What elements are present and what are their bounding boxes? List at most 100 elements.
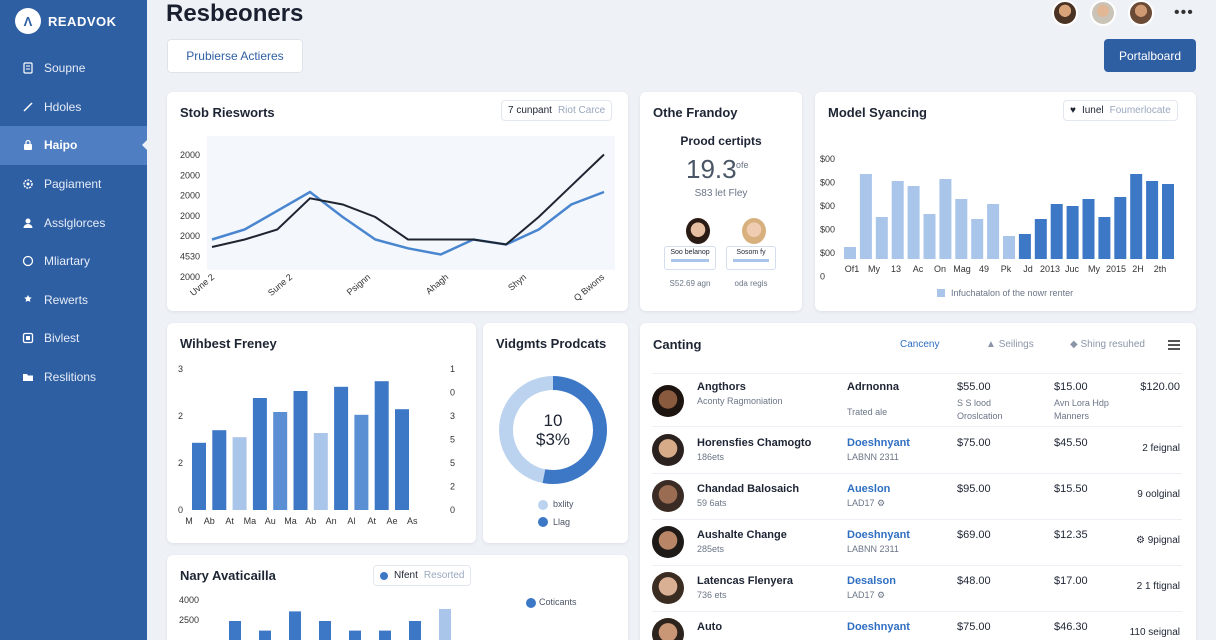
model-filter-pill[interactable]: ♥ Iunel Foumerlocate (1063, 100, 1178, 121)
table-row[interactable]: Angthors Aconty Ragmoniation Adrnonna Tr… (652, 377, 1182, 427)
sidebar-item-hdoles[interactable]: Hdoles (0, 88, 147, 127)
avatar[interactable] (1128, 0, 1154, 26)
avatar[interactable] (742, 218, 766, 244)
donut-percent: $3% (535, 430, 571, 449)
table-row[interactable]: Horensfies Chamogto 186ets Doeshnyant LA… (652, 428, 1182, 474)
x-tick-label: 2013 (1040, 264, 1060, 274)
person-card[interactable]: Sosom fy (726, 246, 776, 270)
bar (1114, 197, 1127, 259)
tab-settings[interactable]: ▲ Seilings (986, 339, 1034, 350)
row-type-sub: LAD17 ⚙ (847, 498, 886, 508)
vidgmts-card: Vidgmts Prodcats 10 $3% bxlity Llag (483, 323, 628, 543)
stob-filter-pill[interactable]: 7 cunpant Riot Carce (501, 100, 613, 121)
y-tick-label: $00 (820, 178, 835, 188)
x-tick-label: 13 (891, 264, 901, 274)
legend-label: Llag (553, 517, 571, 527)
x-tick-label: Jd (1023, 264, 1033, 274)
stob-card: Stob Riesworts 7 cunpant Riot Carce 2000… (167, 92, 628, 311)
x-tick-label: Al (347, 516, 355, 526)
sidebar-item-soupne[interactable]: Soupne (0, 49, 147, 88)
y-tick-label: 2 (450, 482, 455, 492)
person-bar (671, 259, 709, 262)
row-total: ⚙ 9pignal (1136, 535, 1180, 546)
pill-label: 7 cunpant (508, 105, 552, 116)
card-title: Stob Riesworts (180, 105, 275, 120)
y-tick-label: 2000 (180, 272, 200, 282)
x-tick-label: 2H (1132, 264, 1144, 274)
row-total: 110 seignal (1129, 627, 1180, 638)
table-row[interactable]: Latencas Flenyera 736 ets Desalson LAD17… (652, 566, 1182, 612)
avatar[interactable] (686, 218, 710, 244)
x-tick-label: Ae (386, 516, 397, 526)
row-amount: $15.50 (1054, 483, 1088, 495)
sidebar-item-rewerts[interactable]: Rewerts (0, 281, 147, 320)
x-tick-label: Ab (204, 516, 215, 526)
person-card[interactable]: Soo belanop (664, 246, 716, 270)
row-type: Doeshnyant (847, 621, 910, 633)
model-card: Model Syancing ♥ Iunel Foumerlocate $00 $… (815, 92, 1196, 311)
wihbest-card: Wihbest Freney 3 2 2 0 1 0 3 5 5 2 0 M Ab At Ma Au Ma A… (167, 323, 476, 543)
bar (1146, 181, 1159, 259)
tab-category[interactable]: Canceny (900, 339, 940, 350)
user-icon (22, 217, 34, 229)
bar (409, 621, 421, 640)
x-tick-label: 2015 (1106, 264, 1126, 274)
x-tick-label: An (326, 516, 337, 526)
lock-icon (22, 139, 34, 151)
card-title: Othe Frandoy (653, 105, 738, 120)
person-sub: S52.69 agn (669, 279, 711, 288)
x-tick-label: At (225, 516, 234, 526)
bar (334, 386, 349, 510)
row-sub: 285ets (697, 544, 725, 554)
brand[interactable]: Λ READVOK (15, 8, 117, 34)
legend-dot (526, 598, 536, 608)
bar (232, 437, 247, 510)
legend-label: Coticants (539, 597, 577, 607)
more-icon[interactable]: ••• (1174, 4, 1194, 21)
avatar (652, 385, 684, 417)
nary-filter-pill[interactable]: Nfent Resorted (373, 565, 472, 586)
avatar[interactable] (1090, 0, 1116, 26)
y-tick-label: 5 (450, 435, 455, 445)
row-type-sub: Trated ale (847, 407, 888, 417)
table-row[interactable]: Auto Doeshnyant $75.00 $46.30 110 seigna… (652, 612, 1182, 640)
bar (289, 611, 301, 640)
avatar (652, 572, 684, 604)
avatar[interactable] (1052, 0, 1078, 26)
sidebar-item-label: Rewerts (44, 292, 89, 307)
table-row[interactable]: Aushalte Change 285ets Doeshnyant LABNN … (652, 520, 1182, 566)
primary-button[interactable]: Portalboard (1104, 39, 1196, 72)
bar (891, 181, 904, 259)
folder-icon (22, 371, 34, 383)
sidebar-item-pagiament[interactable]: Pagiament (0, 165, 147, 204)
sidebar-item-mliartary[interactable]: Mliartary (0, 242, 147, 281)
globe-icon (22, 255, 34, 267)
tag-icon: ◆ (1070, 339, 1078, 350)
row-type: Doeshnyant (847, 529, 910, 541)
y-tick-label: $00 (820, 225, 835, 235)
wihbest-bar-chart: 3 2 2 0 1 0 3 5 5 2 0 M Ab At Ma Au Ma Ab An Al At Ae As (178, 364, 455, 526)
gear-icon (22, 178, 34, 190)
tab-sharing[interactable]: ◆ Shing resuhed (1070, 339, 1145, 350)
canting-table-card: Canting Canceny ▲ Seilings ◆ Shing resuh… (640, 323, 1196, 640)
nary-card: Nary Avaticailla Nfent Resorted 4000 2500… (167, 555, 628, 640)
legend-label: bxlity (553, 499, 574, 509)
bar (259, 630, 271, 640)
y-tick-label: 0 (178, 505, 183, 515)
menu-icon[interactable] (1168, 340, 1180, 350)
filter-button[interactable]: Prubierse Actieres (167, 39, 303, 73)
sidebar-item-haipo[interactable]: Haipo (0, 126, 147, 165)
bar (1130, 174, 1143, 259)
tab-label: Shing resuhed (1080, 339, 1145, 350)
x-tick-label: On (934, 264, 946, 274)
bar (939, 179, 952, 259)
row-amount: $46.30 (1054, 621, 1088, 633)
sidebar-item-reslitions[interactable]: Reslitions (0, 358, 147, 397)
x-tick-label: Juc (1065, 264, 1080, 274)
sidebar-item-label: Hdoles (44, 99, 82, 114)
y-tick-label: 2 (178, 411, 183, 421)
sidebar-item-asslglorces[interactable]: Asslglorces (0, 203, 147, 242)
table-row[interactable]: Chandad Balosaich 59 6ats Aueslon LAD17 … (652, 474, 1182, 520)
sidebar-item-bivlest[interactable]: Bivlest (0, 319, 147, 358)
